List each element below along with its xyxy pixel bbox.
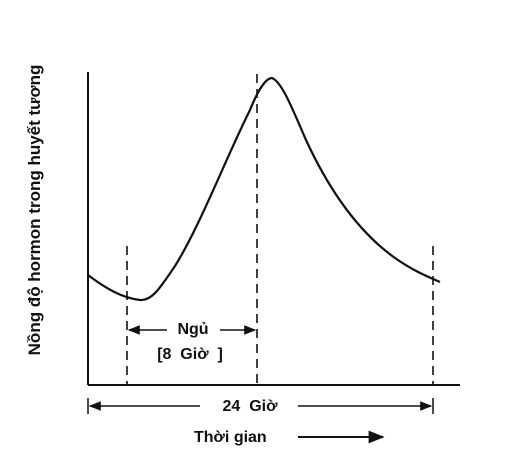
sleep-label: Ngủ [177, 321, 208, 338]
hormone-curve [87, 76, 441, 302]
y-axis-label: Nồng độ hormon trong huyết tương [25, 65, 44, 356]
period-label: 24 Giờ [223, 398, 279, 415]
sleep-duration-label: [8 Giờ ] [157, 346, 223, 363]
x-axis-label: Thời gian [194, 429, 267, 446]
